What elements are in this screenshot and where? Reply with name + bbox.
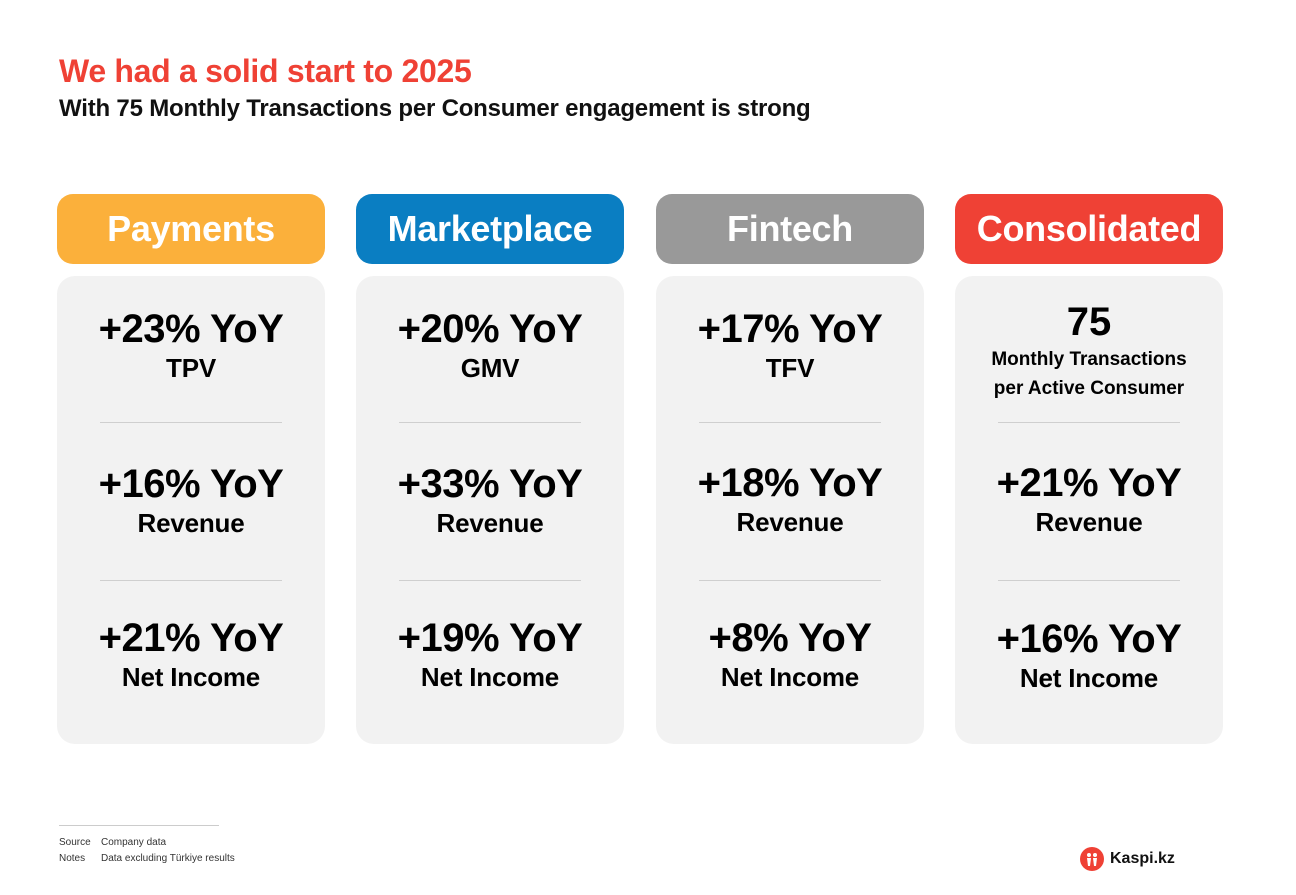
metric-value: +17% YoY: [697, 307, 883, 351]
metric-net-income: +21% YoY Net Income: [57, 615, 325, 693]
page-title: We had a solid start to 2025: [59, 53, 472, 89]
metric-label: Revenue: [137, 508, 245, 538]
footer-source-key: Source: [59, 837, 91, 848]
metric-revenue: +16% YoY Revenue: [57, 461, 325, 539]
metric-value: +19% YoY: [397, 616, 583, 660]
metric-gmv: +20% YoY GMV: [356, 306, 624, 384]
metric-label: TFV: [765, 353, 815, 383]
metric-label: Revenue: [436, 508, 544, 538]
metric-label: Revenue: [1035, 507, 1143, 537]
divider: [998, 422, 1180, 423]
metric-label: Revenue: [736, 507, 844, 537]
metric-net-income: +8% YoY Net Income: [656, 615, 924, 693]
metrics-card-consolidated: 75 Monthly Transactions per Active Consu…: [955, 276, 1223, 744]
column-header-marketplace: Marketplace: [356, 194, 624, 264]
divider: [699, 422, 881, 423]
metric-label-line1: Monthly Transactions: [991, 349, 1187, 370]
metric-value: +21% YoY: [996, 461, 1182, 505]
divider: [399, 422, 581, 423]
column-consolidated: Consolidated 75 Monthly Transactions per…: [955, 194, 1223, 744]
footer-notes-value: Data excluding Türkiye results: [101, 853, 235, 864]
metric-tpv: +23% YoY TPV: [57, 306, 325, 384]
kaspi-logo: Kaspi.kz: [1080, 847, 1175, 871]
metric-value: +21% YoY: [98, 616, 284, 660]
footer-notes-key: Notes: [59, 853, 86, 864]
metric-tfv: +17% YoY TFV: [656, 306, 924, 384]
kaspi-logo-text: Kaspi.kz: [1110, 850, 1175, 867]
kaspi-logo-icon: [1080, 847, 1104, 871]
metric-label: Net Income: [1019, 663, 1159, 693]
metric-value: +16% YoY: [996, 617, 1182, 661]
metric-value: +23% YoY: [98, 307, 284, 351]
footer-source-value: Company data: [101, 837, 167, 848]
metric-value: +33% YoY: [397, 462, 583, 506]
divider: [100, 580, 282, 581]
column-payments: Payments +23% YoY TPV +16% YoY Revenue +…: [57, 194, 325, 744]
metric-value: +8% YoY: [708, 616, 872, 660]
metrics-card-fintech: +17% YoY TFV +18% YoY Revenue +8% YoY Ne…: [656, 276, 924, 744]
metrics-card-payments: +23% YoY TPV +16% YoY Revenue +21% YoY N…: [57, 276, 325, 744]
metric-revenue: +21% YoY Revenue: [955, 460, 1223, 538]
metric-label: Net Income: [121, 662, 261, 692]
metric-revenue: +33% YoY Revenue: [356, 461, 624, 539]
metric-value: +18% YoY: [697, 461, 883, 505]
column-marketplace: Marketplace +20% YoY GMV +33% YoY Revenu…: [356, 194, 624, 744]
metrics-card-marketplace: +20% YoY GMV +33% YoY Revenue +19% YoY N…: [356, 276, 624, 744]
divider: [699, 580, 881, 581]
metric-label: TPV: [166, 353, 216, 383]
metric-value: 75: [1066, 300, 1112, 344]
footer-source: Source Company data: [59, 837, 166, 848]
footer-notes: Notes Data excluding Türkiye results: [59, 853, 235, 864]
column-header-payments: Payments: [57, 194, 325, 264]
metric-value: +16% YoY: [98, 462, 284, 506]
divider: [399, 580, 581, 581]
metric-label-line2: per Active Consumer: [993, 378, 1185, 399]
metric-label: Net Income: [720, 662, 860, 692]
column-fintech: Fintech +17% YoY TFV +18% YoY Revenue +8…: [656, 194, 924, 744]
metric-net-income: +16% YoY Net Income: [955, 616, 1223, 694]
metric-monthly-transactions: 75 Monthly Transactions per Active Consu…: [955, 299, 1223, 403]
column-header-fintech: Fintech: [656, 194, 924, 264]
column-header-consolidated: Consolidated: [955, 194, 1223, 264]
footer-divider: [59, 825, 219, 826]
metric-net-income: +19% YoY Net Income: [356, 615, 624, 693]
metric-revenue: +18% YoY Revenue: [656, 460, 924, 538]
metric-value: +20% YoY: [397, 307, 583, 351]
divider: [998, 580, 1180, 581]
metric-label: GMV: [460, 353, 520, 383]
divider: [100, 422, 282, 423]
metric-label: Net Income: [420, 662, 560, 692]
page-subtitle: With 75 Monthly Transactions per Consume…: [59, 95, 811, 122]
